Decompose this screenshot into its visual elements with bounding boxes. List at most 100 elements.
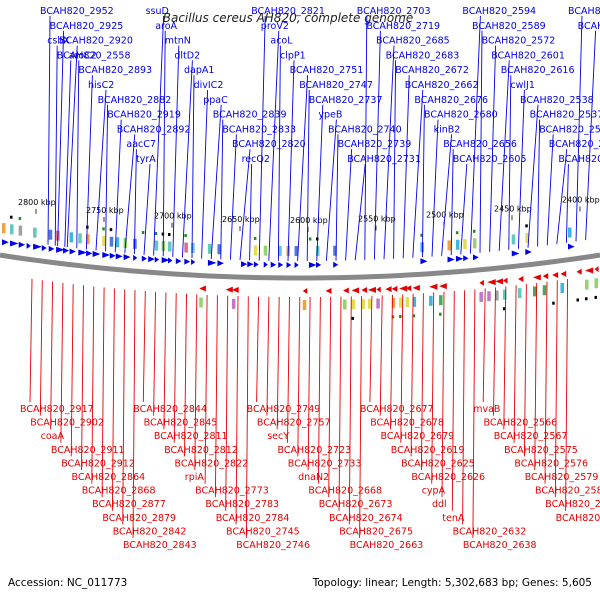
forward-leader-line [517, 89, 525, 249]
forward-gene-label: BCAH820_2703 [357, 6, 431, 17]
forward-leader-line [383, 45, 395, 260]
reverse-leader-line [359, 296, 363, 539]
forward-gene-label: kinB2 [434, 124, 461, 135]
forward-leader-line [431, 119, 439, 257]
gene-arrow [316, 261, 322, 268]
reverse-leader-line [544, 281, 548, 484]
cog-block [594, 278, 599, 289]
gene-arrow [429, 283, 438, 290]
forward-leader-line [57, 30, 65, 246]
reverse-gene-label: BCAH820_2678 [370, 418, 444, 429]
reverse-leader-line [173, 293, 177, 443]
forward-gene-label: BCAH820_2542 [578, 21, 600, 32]
gene-arrow [154, 256, 159, 263]
cog-block [33, 227, 37, 238]
gene-arrow [207, 259, 217, 266]
reverse-leader-line [214, 295, 218, 498]
forward-leader-line [95, 89, 107, 251]
forward-gene-label: ppaC [203, 95, 228, 106]
forward-gene-label: BCAH820_2683 [386, 50, 460, 61]
rna-marker [154, 232, 158, 236]
forward-leader-line [172, 45, 180, 257]
cog-block [316, 245, 320, 256]
gene-arrow [502, 277, 508, 284]
topology-text: Topology: linear; Length: 5,302,683 bp; … [312, 577, 592, 589]
forward-leader-line [220, 119, 224, 260]
forward-leader-line [489, 45, 497, 252]
reverse-gene-label: BCAH820_2842 [113, 526, 187, 537]
reverse-gene-label: BCAH820_2584 [545, 499, 600, 510]
reverse-leader-line [256, 296, 260, 403]
reverse-gene-label: BCAH820_2746 [236, 540, 310, 551]
rna-marker [502, 307, 506, 311]
scale-ticks: 2800 kbp 2750 kbp 2700 kbp 2650 kbp 2600 kbp… [18, 196, 600, 232]
reverse-gene-label: BCAH820_2673 [319, 499, 393, 510]
gene-arrow [123, 254, 131, 261]
gene-arrow [199, 285, 206, 292]
forward-leader-line [537, 119, 541, 247]
rna-marker [161, 232, 165, 236]
cog-block [376, 298, 380, 309]
forward-leader-line [277, 45, 281, 261]
reverse-leader-line [523, 284, 527, 457]
forward-gene-label: proV2 [261, 21, 289, 32]
reverse-gene-label: BCAH820_2677 [360, 404, 434, 415]
forward-gene-label: BCAH820_2952 [40, 6, 114, 17]
forward-leader-line [114, 119, 122, 253]
forward-leader-lines [47, 15, 597, 262]
rna-marker [391, 315, 395, 319]
cog-block [278, 245, 282, 256]
gene-arrow [253, 261, 259, 268]
forward-gene-label: BCAH820_2839 [213, 110, 287, 121]
cog-block [231, 298, 236, 309]
reverse-gene-labels: BCAH820_2917 BCAH820_2902 coaA BCAH820_2911… [20, 404, 600, 551]
forward-gene-label: BCAH820_2589 [472, 21, 546, 32]
rna-marker [18, 216, 22, 220]
forward-gene-label: acoL [270, 36, 293, 47]
reverse-gene-label: BCAH820_2588 [556, 513, 600, 524]
reverse-leader-line [245, 296, 249, 539]
forward-gene-label: BCAH820_2893 [78, 65, 152, 76]
reverse-gene-label: BCAH820_2843 [123, 540, 197, 551]
gene-arrow [217, 260, 224, 267]
forward-gene-label: BCAH820_2601 [491, 50, 565, 61]
gene-arrow [511, 250, 520, 257]
reverse-gene-label: coaA [41, 431, 65, 442]
forward-gene-label: clpP1 [280, 50, 306, 61]
gene-arrow [325, 287, 332, 294]
reverse-gene-label: BCAH820_2864 [72, 472, 146, 483]
rna-marker [351, 316, 355, 320]
reverse-gene-label: rpiA [185, 472, 205, 483]
rna-marker [141, 231, 145, 235]
forward-leader-line [325, 119, 337, 261]
forward-gene-label: ypeB [318, 110, 342, 121]
reverse-gene-label: BCAH820_2668 [308, 486, 382, 497]
forward-gene-label: BCAH820_2882 [98, 95, 172, 106]
rna-marker [439, 312, 442, 316]
forward-leader-line [508, 75, 512, 250]
reverse-gene-label: BCAH820_2879 [102, 513, 176, 524]
forward-gene-label: aroA [155, 21, 177, 32]
reverse-leader-line [513, 285, 517, 443]
cog-block [217, 244, 221, 255]
cog-block [351, 299, 356, 310]
cog-block [568, 227, 572, 238]
forward-gene-label: BCAH820_2534 [539, 124, 600, 135]
reverse-gene-label: BCAH820_2567 [494, 431, 568, 442]
gene-arrow [399, 285, 408, 292]
forward-gene-label: aacC7 [126, 139, 156, 150]
forward-gene-label: BCAH820_2515 [568, 6, 600, 17]
gene-arrow [585, 267, 594, 274]
reverse-leader-line [132, 290, 136, 539]
reverse-leader-line [369, 295, 373, 403]
forward-gene-label: BCAH820_2605 [453, 154, 527, 165]
reverse-leader-line [122, 289, 126, 525]
cog-block [199, 297, 203, 308]
cog-block [463, 239, 467, 250]
map-title: Bacillus cereus AH820, complete genome [163, 11, 413, 25]
reverse-leader-line [390, 294, 393, 430]
gene-arrow [231, 286, 239, 293]
reverse-leader-line [493, 287, 496, 416]
reverse-leader-line [462, 290, 466, 525]
gene-arrow [86, 250, 93, 257]
